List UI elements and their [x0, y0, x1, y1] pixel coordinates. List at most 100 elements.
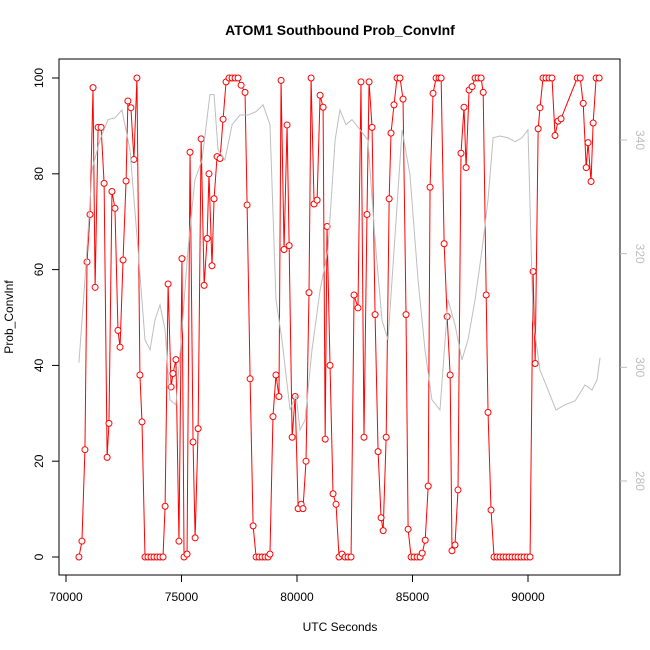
data-point [200, 281, 208, 289]
data-point [275, 393, 283, 401]
data-point [421, 536, 429, 544]
data-point [399, 95, 407, 103]
data-point [448, 547, 456, 555]
y2-tick-label: 300 [633, 357, 647, 377]
data-point [350, 291, 358, 299]
data-point [365, 78, 373, 86]
chart-title: ATOM1 Southbound Prob_ConvInf [225, 22, 455, 38]
data-point [477, 74, 485, 82]
data-point [122, 177, 130, 185]
data-point [424, 482, 432, 490]
data-point [189, 438, 197, 446]
data-point [595, 74, 603, 82]
data-point [548, 74, 556, 82]
data-point [446, 371, 454, 379]
x-tick-label: 85000 [396, 590, 430, 604]
data-point [283, 121, 291, 129]
data-point [124, 97, 132, 105]
data-point [91, 283, 99, 291]
data-point [531, 359, 539, 367]
data-point [172, 356, 180, 364]
data-point [75, 553, 83, 561]
data-point [374, 448, 382, 456]
data-point [205, 170, 213, 178]
data-point [396, 74, 404, 82]
data-point [313, 196, 321, 204]
data-point [551, 131, 559, 139]
data-point [321, 435, 329, 443]
data-point [576, 74, 584, 82]
x-axis-label: UTC Seconds [303, 620, 378, 634]
data-point [78, 537, 86, 545]
data-point [136, 371, 144, 379]
data-point [119, 256, 127, 264]
data-point [404, 525, 412, 533]
data-point [319, 103, 327, 111]
data-point [429, 89, 437, 97]
data-point [368, 123, 376, 131]
data-point [288, 433, 296, 441]
data-point [164, 280, 172, 288]
data-point [536, 104, 544, 112]
y2-tick-label: 320 [633, 244, 647, 264]
data-point [194, 425, 202, 433]
data-point [175, 537, 183, 545]
data-point [219, 115, 227, 123]
data-point [249, 522, 257, 530]
data-point [169, 370, 177, 378]
data-point [462, 164, 470, 172]
data-point [210, 195, 218, 203]
x-tick-label: 90000 [511, 590, 545, 604]
data-point [86, 211, 94, 219]
data-point [280, 245, 288, 253]
data-point [584, 139, 592, 147]
data-point [329, 490, 337, 498]
data-point [246, 375, 254, 383]
data-point [237, 81, 245, 89]
data-point [130, 155, 138, 163]
data-point [347, 553, 355, 561]
data-point [402, 311, 410, 319]
data-point [302, 457, 310, 465]
data-point [266, 550, 274, 558]
data-point [382, 433, 390, 441]
x-tick-label: 75000 [165, 590, 199, 604]
data-point [305, 289, 313, 297]
y-tick-label: 80 [32, 167, 46, 181]
data-point [451, 541, 459, 549]
data-point [138, 418, 146, 426]
series-line [78, 94, 601, 432]
data-point [105, 419, 113, 427]
data-point [460, 103, 468, 111]
data-point [127, 104, 135, 112]
data-point [457, 149, 465, 157]
data-point [360, 433, 368, 441]
data-point [272, 371, 280, 379]
y2-tick-label: 340 [633, 130, 647, 150]
data-point [484, 408, 492, 416]
data-point [557, 115, 565, 123]
data-point [579, 99, 587, 107]
data-point [277, 76, 285, 84]
data-point [269, 413, 277, 421]
data-point [81, 446, 89, 454]
data-point [285, 242, 293, 250]
data-point [587, 177, 595, 185]
data-point [316, 91, 324, 99]
data-point [357, 78, 365, 86]
data-point [454, 486, 462, 494]
data-point [183, 550, 191, 558]
data-point [186, 148, 194, 156]
data-point [326, 361, 334, 369]
y2-tick-label: 280 [633, 471, 647, 491]
data-point [426, 183, 434, 191]
data-point [385, 195, 393, 203]
data-point [387, 129, 395, 137]
data-point [216, 154, 224, 162]
data-point [191, 534, 199, 542]
data-point [133, 74, 141, 82]
data-point [371, 311, 379, 319]
y-tick-label: 20 [32, 454, 46, 468]
y-axis-label: Prob_ConvInf [2, 280, 16, 354]
